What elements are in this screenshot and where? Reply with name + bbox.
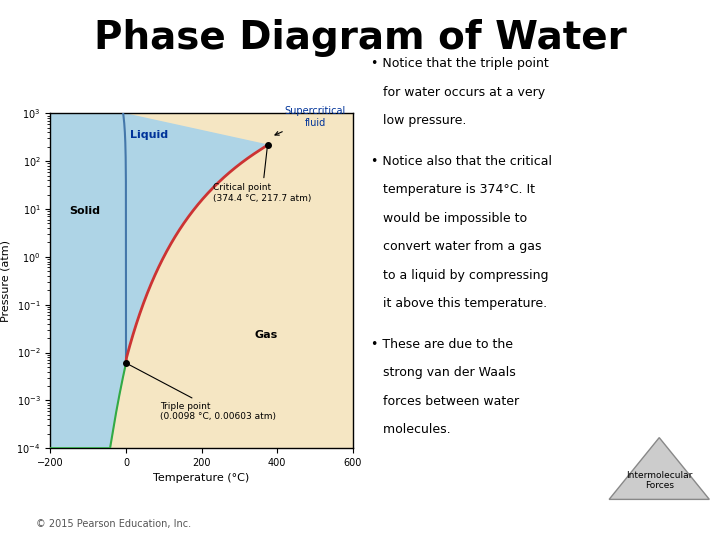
Text: to a liquid by compressing: to a liquid by compressing xyxy=(371,269,548,282)
Text: Critical point
(374.4 °C, 217.7 atm): Critical point (374.4 °C, 217.7 atm) xyxy=(213,148,311,202)
Text: • These are due to the: • These are due to the xyxy=(371,338,513,351)
Polygon shape xyxy=(123,113,268,363)
Text: for water occurs at a very: for water occurs at a very xyxy=(371,86,545,99)
Text: • Notice also that the critical: • Notice also that the critical xyxy=(371,155,552,168)
X-axis label: Temperature (°C): Temperature (°C) xyxy=(153,474,250,483)
Text: Triple point
(0.0098 °C, 0.00603 atm): Triple point (0.0098 °C, 0.00603 atm) xyxy=(128,364,276,421)
Text: Liquid: Liquid xyxy=(130,130,168,140)
Text: forces between water: forces between water xyxy=(371,395,519,408)
Polygon shape xyxy=(50,113,126,448)
Text: it above this temperature.: it above this temperature. xyxy=(371,298,546,310)
Text: strong van der Waals: strong van der Waals xyxy=(371,366,516,379)
Text: convert water from a gas: convert water from a gas xyxy=(371,240,541,253)
Text: © 2015 Pearson Education, Inc.: © 2015 Pearson Education, Inc. xyxy=(36,519,191,529)
Text: molecules.: molecules. xyxy=(371,423,450,436)
Text: Solid: Solid xyxy=(69,206,100,215)
Text: Phase Diagram of Water: Phase Diagram of Water xyxy=(94,19,626,57)
Text: Gas: Gas xyxy=(254,330,277,340)
Text: would be impossible to: would be impossible to xyxy=(371,212,527,225)
Polygon shape xyxy=(609,437,709,500)
Text: Supercritical
fluid: Supercritical fluid xyxy=(275,106,346,135)
Text: • Notice that the triple point: • Notice that the triple point xyxy=(371,57,549,70)
Text: low pressure.: low pressure. xyxy=(371,114,466,127)
Text: Intermolecular
Forces: Intermolecular Forces xyxy=(626,471,693,490)
Y-axis label: Pressure (atm): Pressure (atm) xyxy=(1,240,11,322)
Text: temperature is 374°C. It: temperature is 374°C. It xyxy=(371,184,535,197)
